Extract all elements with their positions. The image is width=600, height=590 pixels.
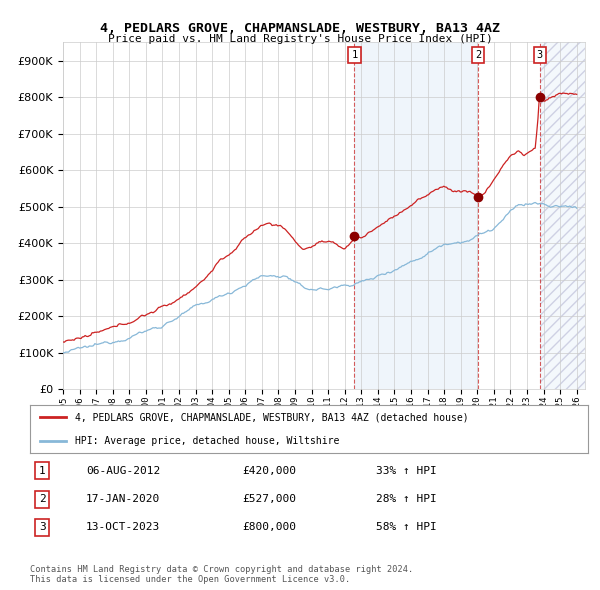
Text: 28% ↑ HPI: 28% ↑ HPI [376, 494, 437, 504]
Text: 1: 1 [39, 466, 46, 476]
Bar [355, 42, 478, 389]
Text: 13-OCT-2023: 13-OCT-2023 [86, 523, 160, 532]
Text: 2: 2 [39, 494, 46, 504]
Bar [540, 42, 585, 389]
Text: Price paid vs. HM Land Registry's House Price Index (HPI): Price paid vs. HM Land Registry's House … [107, 34, 493, 44]
Text: 58% ↑ HPI: 58% ↑ HPI [376, 523, 437, 532]
Text: HPI: Average price, detached house, Wiltshire: HPI: Average price, detached house, Wilt… [74, 435, 339, 445]
Text: Contains HM Land Registry data © Crown copyright and database right 2024.
This d: Contains HM Land Registry data © Crown c… [30, 565, 413, 584]
Text: 3: 3 [537, 50, 543, 60]
Text: 4, PEDLARS GROVE, CHAPMANSLADE, WESTBURY, BA13 4AZ (detached house): 4, PEDLARS GROVE, CHAPMANSLADE, WESTBURY… [74, 412, 468, 422]
Text: £420,000: £420,000 [242, 466, 296, 476]
Text: 33% ↑ HPI: 33% ↑ HPI [376, 466, 437, 476]
Text: 17-JAN-2020: 17-JAN-2020 [86, 494, 160, 504]
Bar [540, 42, 585, 389]
Text: £527,000: £527,000 [242, 494, 296, 504]
Text: 4, PEDLARS GROVE, CHAPMANSLADE, WESTBURY, BA13 4AZ: 4, PEDLARS GROVE, CHAPMANSLADE, WESTBURY… [100, 22, 500, 35]
Text: 06-AUG-2012: 06-AUG-2012 [86, 466, 160, 476]
Text: 1: 1 [352, 50, 358, 60]
Text: 2: 2 [475, 50, 481, 60]
Text: £800,000: £800,000 [242, 523, 296, 532]
Text: 3: 3 [39, 523, 46, 532]
